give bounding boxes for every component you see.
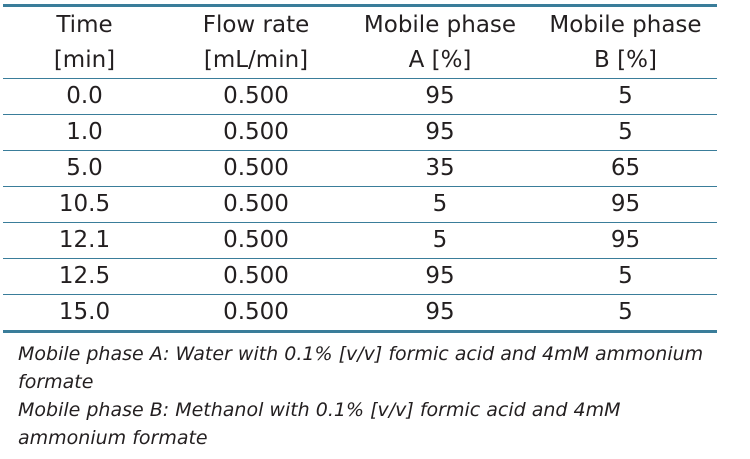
cell-flow-rate: 0.500	[166, 150, 346, 187]
cell-mobile-phase-b: 95	[534, 186, 717, 223]
table-row: 10.5 0.500 5 95	[3, 186, 717, 223]
cell-mobile-phase-a: 95	[346, 294, 534, 333]
cell-mobile-phase-b: 5	[534, 114, 717, 151]
table-row: 15.0 0.500 95 5	[3, 294, 717, 333]
footnote-mobile-phase-b: Mobile phase B: Methanol with 0.1% [v/v]…	[18, 399, 621, 449]
cell-flow-rate: 0.500	[166, 114, 346, 151]
table-row: 12.5 0.500 95 5	[3, 258, 717, 295]
cell-mobile-phase-b: 5	[534, 294, 717, 333]
header-mobile-phase-b-unit: B [%]	[534, 43, 717, 79]
table-row: 1.0 0.500 95 5	[3, 114, 717, 151]
cell-flow-rate: 0.500	[166, 186, 346, 223]
cell-mobile-phase-a: 5	[346, 222, 534, 259]
cell-mobile-phase-b: 95	[534, 222, 717, 259]
cell-time: 0.0	[3, 78, 166, 115]
header-flow-rate: Flow rate	[202, 12, 310, 38]
header-flow-rate-unit: [mL/min]	[166, 43, 346, 79]
cell-flow-rate: 0.500	[166, 222, 346, 259]
cell-flow-rate: 0.500	[166, 294, 346, 333]
gradient-table: Time Flow rate Mobile phase Mobile phase…	[3, 7, 717, 333]
header-mobile-phase-b: Mobile phase	[549, 12, 702, 38]
cell-time: 5.0	[3, 150, 166, 187]
cell-mobile-phase-a: 95	[346, 114, 534, 151]
cell-mobile-phase-b: 5	[534, 78, 717, 115]
header-row-2: [min] [mL/min] A [%] B [%]	[3, 43, 717, 79]
cell-flow-rate: 0.500	[166, 258, 346, 295]
cell-time: 15.0	[3, 294, 166, 333]
table-top-rule	[3, 4, 717, 7]
cell-time: 12.5	[3, 258, 166, 295]
cell-time: 10.5	[3, 186, 166, 223]
header-row-1: Time Flow rate Mobile phase Mobile phase	[3, 7, 717, 43]
header-time-unit: [min]	[3, 43, 166, 79]
cell-mobile-phase-b: 5	[534, 258, 717, 295]
cell-mobile-phase-a: 5	[346, 186, 534, 223]
cell-time: 1.0	[3, 114, 166, 151]
table-row: 0.0 0.500 95 5	[3, 78, 717, 115]
header-mobile-phase-a: Mobile phase	[363, 12, 517, 38]
table-row: 12.1 0.500 5 95	[3, 222, 717, 259]
footnote-mobile-phase-a: Mobile phase A: Water with 0.1% [v/v] fo…	[18, 343, 704, 393]
cell-mobile-phase-a: 95	[346, 78, 534, 115]
cell-mobile-phase-a: 95	[346, 258, 534, 295]
cell-time: 12.1	[3, 222, 166, 259]
table-footnotes: Mobile phase A: Water with 0.1% [v/v] fo…	[18, 340, 718, 452]
cell-flow-rate: 0.500	[166, 78, 346, 115]
cell-mobile-phase-a: 35	[346, 150, 534, 187]
header-mobile-phase-a-unit: A [%]	[346, 43, 534, 79]
table-row: 5.0 0.500 35 65	[3, 150, 717, 187]
header-time: Time	[56, 12, 113, 38]
cell-mobile-phase-b: 65	[534, 150, 717, 187]
